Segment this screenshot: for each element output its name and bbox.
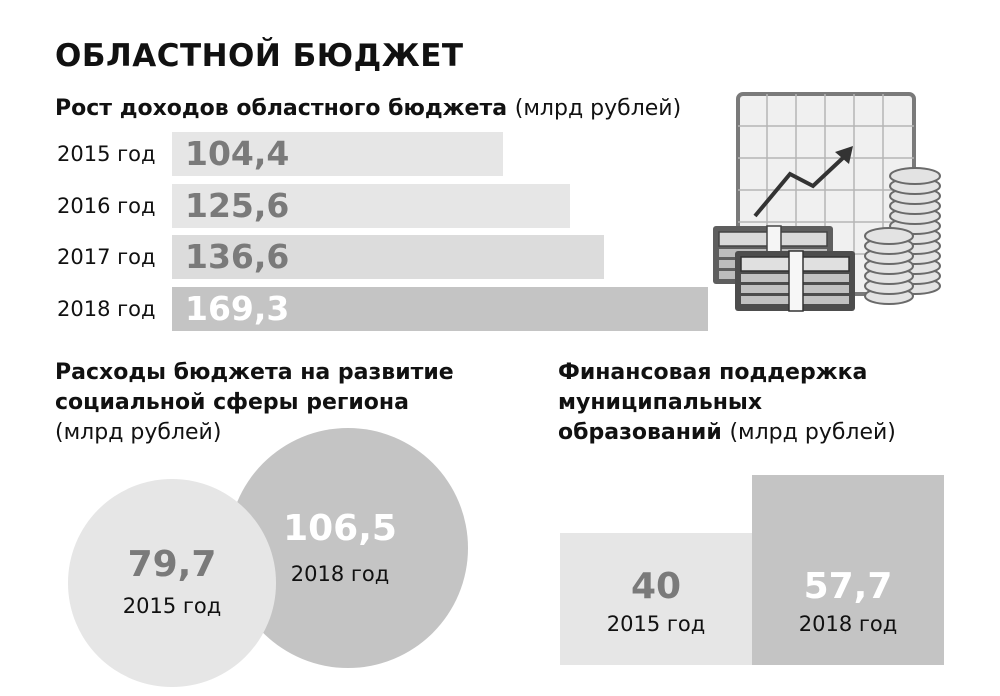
income-unit-text: (млрд рублей)	[514, 96, 682, 121]
year-label: 2018 год	[57, 296, 156, 321]
municipal-title-line-3-text: образований	[558, 420, 722, 445]
municipal-year-label: 2015 год	[606, 612, 706, 636]
income-bar	[172, 183, 570, 228]
bar-value-label: 125,6	[185, 185, 290, 225]
income-bar	[172, 132, 503, 176]
municipal-title-line-2: муниципальных	[558, 390, 763, 415]
social-title-line-2: социальной сферы региона	[55, 390, 409, 415]
year-label: 2016 год	[57, 193, 156, 218]
bar-value-label: 136,6	[185, 237, 290, 276]
income-title-text: Рост доходов областного бюджета	[55, 96, 508, 121]
social-chart-title: Расходы бюджета на развитие социальной с…	[55, 358, 454, 448]
municipal-title-line-3: образований (млрд рублей)	[558, 418, 896, 448]
municipal-chart-title: Финансовая поддержка муниципальных образ…	[558, 358, 896, 448]
social-title-line-1: Расходы бюджета на развитие	[55, 360, 454, 385]
income-bar	[172, 286, 708, 331]
page-title: ОБЛАСТНОЙ БЮДЖЕТ	[55, 38, 464, 74]
municipal-year-label: 2018 год	[798, 612, 898, 636]
municipal-bar	[752, 475, 944, 665]
bubble-value-label: 106,5	[283, 508, 397, 549]
finance-growth-icon	[705, 86, 950, 318]
municipal-value-label: 57,7	[803, 566, 893, 607]
municipal-unit-text: (млрд рублей)	[729, 420, 896, 445]
municipal-bar	[560, 533, 752, 665]
bar-value-label: 169,3	[185, 288, 290, 328]
bubble-value-label: 79,7	[127, 544, 217, 585]
year-label: 2017 год	[57, 245, 156, 269]
municipal-value-label: 40	[630, 566, 682, 607]
bubble-year-label: 2015 год	[122, 594, 222, 618]
year-label: 2015 год	[57, 142, 156, 166]
bar-value-label: 104,4	[185, 134, 290, 173]
income-chart-title: Рост доходов областного бюджета (млрд ру…	[55, 94, 681, 124]
municipal-title-line-1: Финансовая поддержка	[558, 360, 868, 385]
income-bar	[172, 235, 604, 279]
bubble	[68, 479, 276, 687]
bubble-year-label: 2018 год	[290, 562, 390, 586]
social-unit-text: (млрд рублей)	[55, 420, 222, 445]
